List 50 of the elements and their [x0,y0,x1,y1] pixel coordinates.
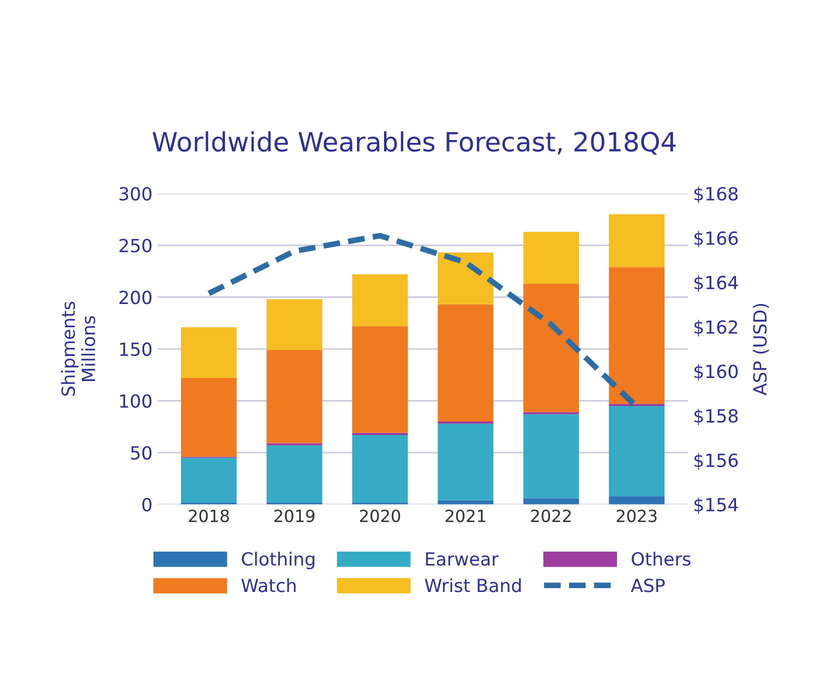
x-tick-label: 2023 [616,510,657,522]
y2-tick-label: $156 [694,453,738,470]
y2-tick-label: $162 [694,320,738,336]
legend-label: Wrist Band [424,578,521,592]
x-tick-label: 2021 [446,510,486,522]
bar [352,326,408,433]
x-tick-label: 2019 [274,510,314,522]
legend-label: Watch [241,578,296,592]
y2-tick-label: $154 [694,498,738,514]
y-axis-title: Shipments Millions [61,302,96,396]
bar [608,214,665,268]
bar [266,350,322,444]
y2-tick-label: $166 [694,231,738,248]
bar [523,498,579,504]
x-tick-label: 2018 [188,510,229,522]
y-tick-label: 300 [120,186,152,201]
bar [438,424,494,500]
legend-label: Clothing [242,552,314,570]
bar [523,232,579,284]
legend-label: ASP [630,578,665,592]
y-tick-label: 250 [120,238,152,252]
y-tick-label: 200 [120,290,152,304]
y-tick-label: 100 [120,394,152,408]
y2-tick-label: $158 [694,408,738,426]
bar [352,434,408,502]
y2-tick-label: $168 [694,186,738,203]
bar [181,327,237,378]
bar [523,284,579,412]
bar [438,304,494,422]
y-tick-label: 0 [142,498,152,512]
chart-title: Worldwide Wearables Forecast, 2018Q4 [152,131,676,155]
bar [608,267,665,404]
x-tick-label: 2022 [531,510,571,522]
bar [608,496,665,504]
bar [523,414,579,498]
x-tick-label: 2020 [360,510,400,522]
bar [438,252,494,304]
bar [266,445,322,502]
bar [352,274,408,326]
y-tick-label: 150 [120,342,152,356]
y2-tick-label: $164 [694,275,738,292]
y-tick-label: 50 [131,446,152,460]
legend-label: Earwear [426,552,499,566]
bar [181,458,237,502]
y2-axis-title: ASP (USD) [752,304,769,396]
y2-tick-label: $160 [694,364,738,381]
bar [266,299,322,350]
legend-label: Others [632,552,690,566]
bar [181,378,237,457]
bar [608,406,665,496]
